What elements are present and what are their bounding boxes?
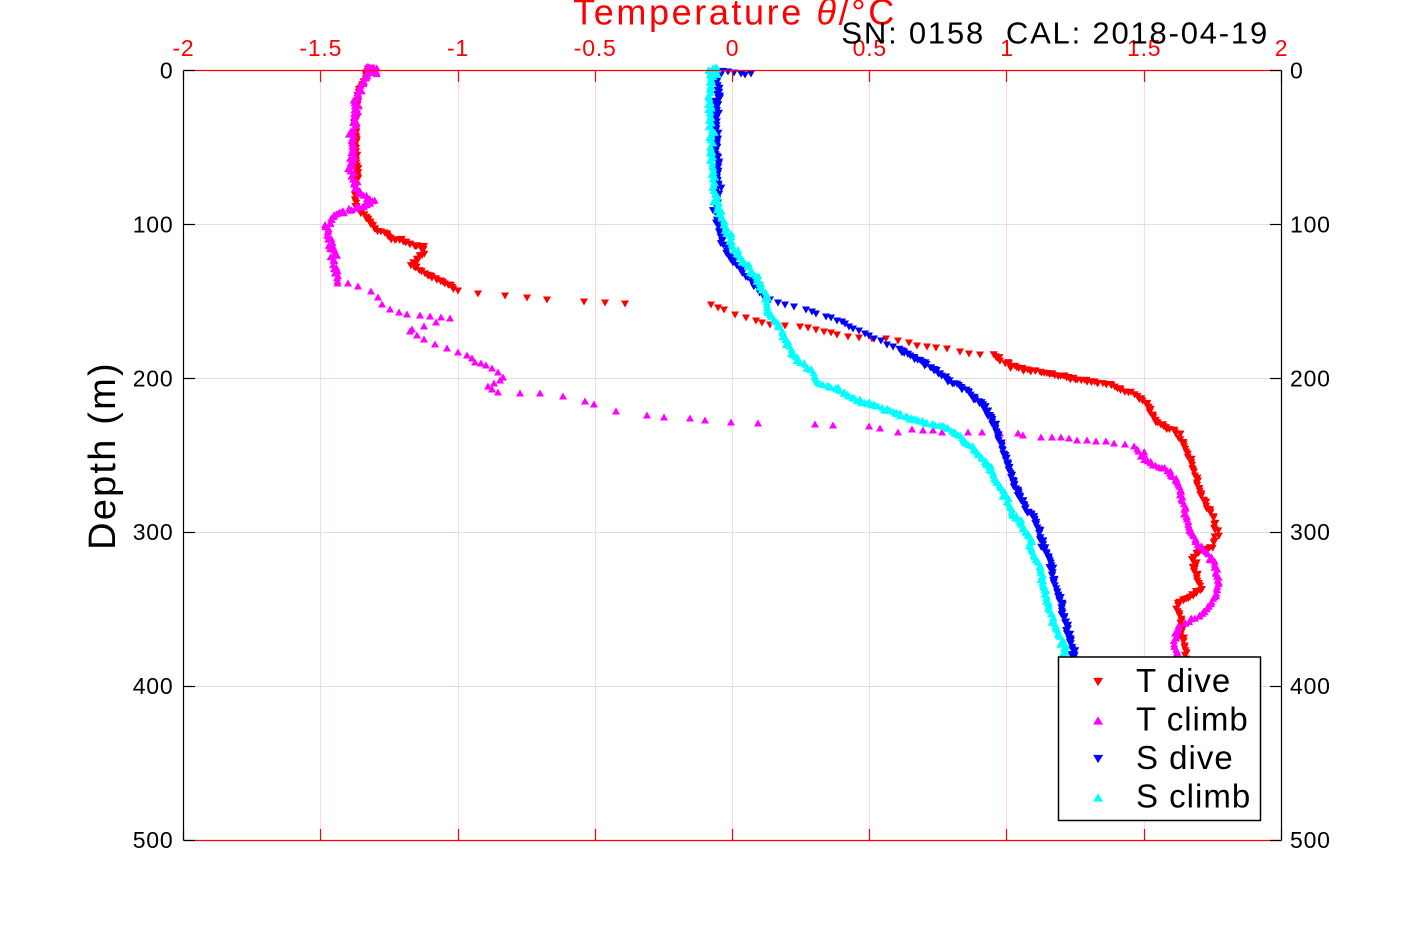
svg-text:300: 300 — [1290, 519, 1331, 545]
svg-text:0: 0 — [726, 35, 740, 61]
svg-text:S climb: S climb — [1136, 778, 1251, 815]
svg-text:SN: 0158 CAL: 2018-04-19: SN: 0158 CAL: 2018-04-19 — [841, 15, 1269, 50]
svg-text:0: 0 — [1290, 58, 1304, 84]
svg-text:1: 1 — [1000, 35, 1014, 61]
svg-text:200: 200 — [133, 365, 174, 391]
svg-text:0: 0 — [160, 58, 174, 84]
svg-text:500: 500 — [133, 827, 174, 853]
svg-text:T climb: T climb — [1136, 701, 1249, 738]
svg-text:100: 100 — [1290, 211, 1331, 237]
svg-text:400: 400 — [1290, 673, 1331, 699]
svg-text:-2: -2 — [172, 35, 194, 61]
svg-text:-0.5: -0.5 — [574, 35, 617, 61]
svg-text:0.5: 0.5 — [853, 35, 887, 61]
svg-text:-1: -1 — [447, 35, 469, 61]
svg-text:500: 500 — [1290, 827, 1331, 853]
svg-text:2: 2 — [1275, 35, 1289, 61]
svg-text:200: 200 — [1290, 365, 1331, 391]
svg-text:400: 400 — [133, 673, 174, 699]
svg-text:-1.5: -1.5 — [299, 35, 342, 61]
svg-text:Temperature θ/°C: Temperature θ/°C — [573, 0, 897, 33]
svg-text:T dive: T dive — [1136, 662, 1231, 699]
svg-text:300: 300 — [133, 519, 174, 545]
svg-text:100: 100 — [133, 211, 174, 237]
svg-text:S dive: S dive — [1136, 739, 1234, 776]
svg-text:Depth (m): Depth (m) — [82, 361, 124, 550]
svg-text:1.5: 1.5 — [1127, 35, 1161, 61]
